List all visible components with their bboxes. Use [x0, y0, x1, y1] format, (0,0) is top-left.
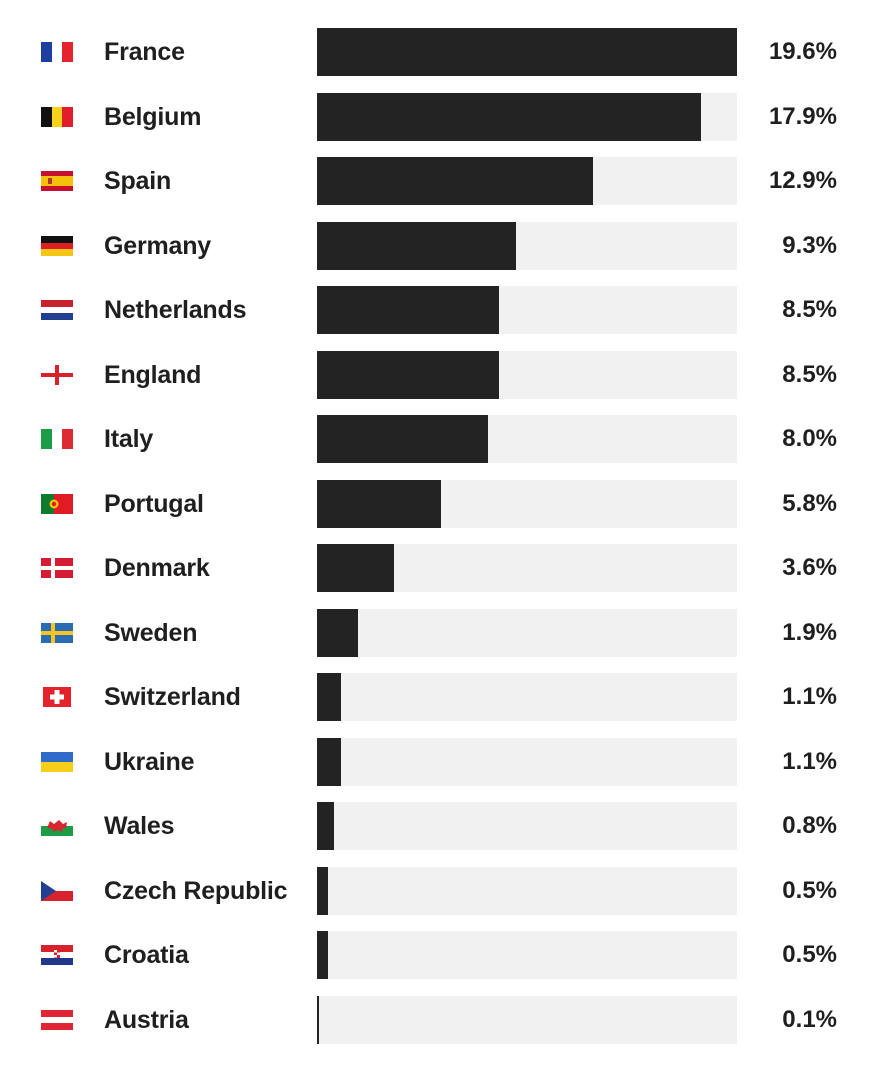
value-label: 5.8%	[782, 490, 837, 517]
portugal-flag-icon	[41, 494, 73, 514]
category-label: Denmark	[104, 554, 210, 582]
bar-track	[317, 93, 737, 141]
bar-track	[317, 544, 737, 592]
value-label: 0.1%	[782, 1006, 837, 1033]
category-label: Belgium	[104, 103, 202, 131]
value-label: 1.9%	[782, 619, 837, 646]
austria-flag-icon	[41, 1010, 73, 1030]
value-label: 0.5%	[782, 877, 837, 904]
category-label: France	[104, 38, 185, 66]
sweden-flag-icon	[41, 623, 73, 643]
category-label: Germany	[104, 232, 211, 260]
bar-row-germany: Germany 9.3%	[0, 222, 873, 270]
bar-track	[317, 931, 737, 979]
bar-track	[317, 286, 737, 334]
value-label: 17.9%	[768, 103, 837, 130]
bar-track	[317, 996, 737, 1044]
bar-row-netherlands: Netherlands 8.5%	[0, 286, 873, 334]
denmark-flag-icon	[41, 558, 73, 578]
bar-track	[317, 28, 737, 76]
bar-track	[317, 867, 737, 915]
spain-flag-icon	[41, 171, 73, 191]
bar	[317, 28, 737, 76]
value-label: 0.8%	[782, 812, 837, 839]
value-label: 12.9%	[768, 167, 837, 194]
bar-track	[317, 157, 737, 205]
category-label: Ukraine	[104, 748, 195, 776]
bar-row-belgium: Belgium 17.9%	[0, 93, 873, 141]
switzerland-flag-icon	[41, 687, 73, 707]
bar-track	[317, 738, 737, 786]
bar	[317, 867, 328, 915]
italy-flag-icon	[41, 429, 73, 449]
category-label: Croatia	[104, 941, 189, 969]
bar	[317, 738, 341, 786]
bar-row-denmark: Denmark 3.6%	[0, 544, 873, 592]
bar-row-spain: Spain 12.9%	[0, 157, 873, 205]
category-label: Portugal	[104, 490, 204, 518]
bar-row-france: France 19.6%	[0, 28, 873, 76]
germany-flag-icon	[41, 236, 73, 256]
bar-row-czech-republic: Czech Republic 0.5%	[0, 867, 873, 915]
bar	[317, 415, 488, 463]
value-label: 8.5%	[782, 296, 837, 323]
bar-row-austria: Austria 0.1%	[0, 996, 873, 1044]
bar-row-italy: Italy 8.0%	[0, 415, 873, 463]
bar-track	[317, 222, 737, 270]
bar-row-croatia: Croatia 0.5%	[0, 931, 873, 979]
bar	[317, 93, 701, 141]
value-label: 9.3%	[782, 232, 837, 259]
ukraine-flag-icon	[41, 752, 73, 772]
bar-track	[317, 415, 737, 463]
england-flag-icon	[41, 365, 73, 385]
czech-republic-flag-icon	[41, 881, 73, 901]
category-label: Switzerland	[104, 683, 241, 711]
category-label: Spain	[104, 167, 172, 195]
bar-track	[317, 802, 737, 850]
value-label: 1.1%	[782, 683, 837, 710]
category-label: Austria	[104, 1006, 189, 1034]
category-label: Sweden	[104, 619, 198, 647]
bar-track	[317, 480, 737, 528]
value-label: 19.6%	[768, 38, 837, 65]
bar-row-ukraine: Ukraine 1.1%	[0, 738, 873, 786]
bar-row-england: England 8.5%	[0, 351, 873, 399]
value-label: 3.6%	[782, 554, 837, 581]
bar-row-portugal: Portugal 5.8%	[0, 480, 873, 528]
belgium-flag-icon	[41, 107, 73, 127]
value-label: 8.0%	[782, 425, 837, 452]
bar	[317, 157, 593, 205]
category-label: Netherlands	[104, 296, 247, 324]
bar	[317, 802, 334, 850]
bar	[317, 480, 441, 528]
value-label: 1.1%	[782, 748, 837, 775]
bar-row-sweden: Sweden 1.9%	[0, 609, 873, 657]
wales-flag-icon	[41, 816, 73, 836]
france-flag-icon	[41, 42, 73, 62]
bar	[317, 931, 328, 979]
bar-track	[317, 673, 737, 721]
value-label: 8.5%	[782, 361, 837, 388]
croatia-flag-icon	[41, 945, 73, 965]
bar	[317, 351, 499, 399]
bar	[317, 609, 358, 657]
category-label: Italy	[104, 425, 154, 453]
bar-row-wales: Wales 0.8%	[0, 802, 873, 850]
bar	[317, 286, 499, 334]
bar	[317, 673, 341, 721]
bar-track	[317, 609, 737, 657]
category-label: Wales	[104, 812, 175, 840]
bar	[317, 222, 516, 270]
value-label: 0.5%	[782, 941, 837, 968]
bar	[317, 996, 319, 1044]
bar	[317, 544, 394, 592]
category-label: England	[104, 361, 202, 389]
category-label: Czech Republic	[104, 877, 288, 905]
netherlands-flag-icon	[41, 300, 73, 320]
bar-track	[317, 351, 737, 399]
bar-row-switzerland: Switzerland 1.1%	[0, 673, 873, 721]
